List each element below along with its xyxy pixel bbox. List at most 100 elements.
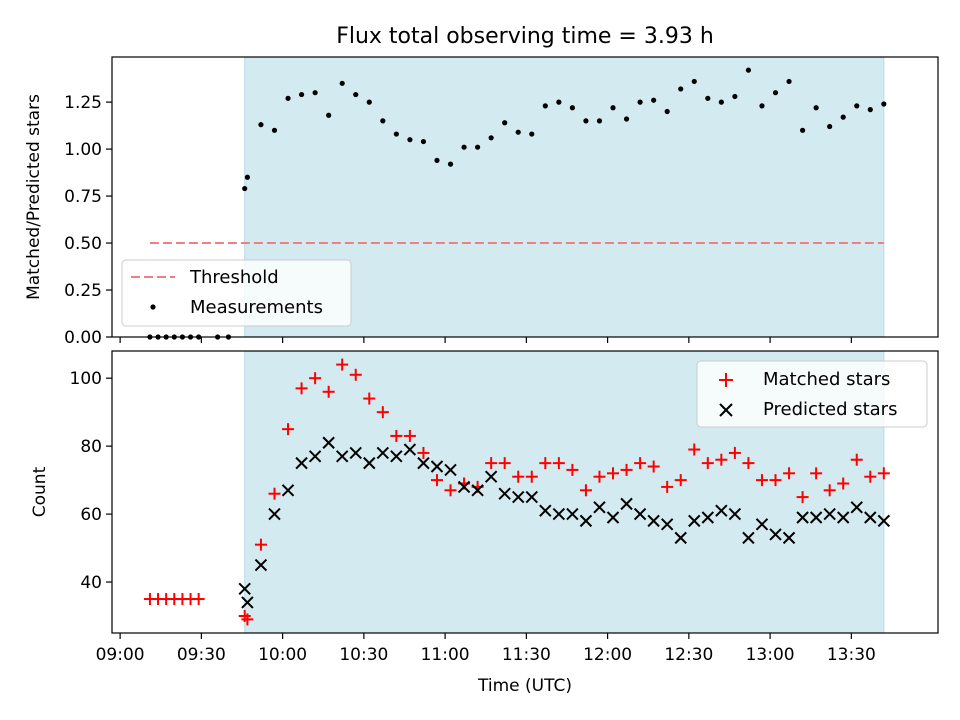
matched-star-point bbox=[241, 613, 254, 626]
matched-star-point bbox=[837, 477, 850, 490]
predicted-star-point bbox=[701, 511, 715, 524]
matched-star-point bbox=[390, 429, 403, 442]
measurement-point bbox=[461, 144, 467, 150]
matched-star-point bbox=[593, 470, 606, 483]
predicted-star-point bbox=[782, 531, 796, 545]
measurement-point bbox=[515, 129, 521, 135]
measurement-point bbox=[271, 127, 278, 133]
measurement-point bbox=[285, 95, 291, 101]
measurement-point bbox=[799, 127, 806, 133]
y-tick-label: 80 bbox=[80, 437, 102, 457]
measurement-point bbox=[407, 137, 413, 143]
measurement-point bbox=[447, 161, 454, 167]
matched-star-point bbox=[634, 457, 647, 470]
measurement-point bbox=[366, 99, 372, 105]
matched-star-point bbox=[769, 474, 782, 487]
y-tick-label: 100 bbox=[70, 369, 102, 389]
predicted-star-point bbox=[850, 501, 863, 514]
predicted-star-point bbox=[498, 487, 511, 500]
measurement-point bbox=[772, 90, 779, 96]
measurement-point bbox=[651, 97, 657, 103]
predicted-star-point bbox=[837, 511, 850, 524]
y-tick-label: 60 bbox=[80, 505, 102, 525]
measurement-point bbox=[434, 157, 440, 163]
bottom-x-axis-label: Time (UTC) bbox=[477, 676, 572, 696]
chart-title: Flux total observing time = 3.93 h bbox=[336, 24, 714, 49]
predicted-star-point bbox=[877, 514, 891, 528]
matched-star-point bbox=[566, 463, 579, 476]
matched-star-point bbox=[728, 446, 741, 459]
measurement-point bbox=[813, 105, 819, 111]
predicted-star-point bbox=[660, 518, 674, 531]
predicted-star-point bbox=[674, 531, 687, 545]
legend-matched-label: Matched stars bbox=[763, 369, 890, 390]
x-tick-label: 11:00 bbox=[421, 645, 470, 665]
bottom-plot-frame bbox=[111, 350, 939, 634]
predicted-star-point bbox=[390, 450, 403, 463]
predicted-star-point bbox=[864, 511, 877, 524]
legend-matched-swatch bbox=[719, 373, 733, 387]
matched-star-point bbox=[823, 484, 836, 497]
top-panel: Flux total observing time = 3.93 h Match… bbox=[24, 24, 939, 348]
measurement-point bbox=[705, 95, 711, 101]
x-tick-label: 11:30 bbox=[502, 645, 551, 665]
measurement-point bbox=[867, 107, 873, 113]
bottom-series bbox=[143, 358, 891, 626]
predicted-star-point bbox=[281, 484, 295, 497]
matched-star-point bbox=[376, 406, 389, 419]
predicted-star-point bbox=[363, 456, 376, 470]
predicted-star-point bbox=[539, 504, 552, 517]
matched-star-point bbox=[539, 457, 552, 470]
measurement-point bbox=[556, 99, 562, 105]
matched-star-point bbox=[268, 487, 281, 500]
measurement-point bbox=[718, 99, 724, 105]
measurement-point bbox=[244, 174, 251, 180]
predicted-star-point bbox=[403, 443, 417, 456]
matched-star-point bbox=[701, 457, 714, 470]
matched-star-point bbox=[674, 474, 687, 487]
y-tick-label: 0.75 bbox=[64, 187, 102, 207]
x-tick-label: 10:00 bbox=[258, 645, 307, 665]
top-y-ticks: 0.00 0.25 0.50 0.75 1.00 1.25 bbox=[64, 93, 112, 348]
predicted-star-point bbox=[823, 507, 836, 521]
matched-star-point bbox=[742, 457, 755, 470]
measurement-point bbox=[786, 78, 792, 85]
matched-star-point bbox=[336, 358, 349, 371]
predicted-star-point bbox=[295, 456, 308, 470]
predicted-star-point bbox=[688, 514, 701, 528]
predicted-star-point bbox=[308, 450, 322, 463]
top-series bbox=[147, 67, 887, 340]
measurement-point bbox=[664, 108, 670, 115]
measurement-point bbox=[881, 101, 887, 107]
measurement-point bbox=[353, 91, 359, 98]
predicted-star-point bbox=[796, 511, 809, 524]
predicted-star-point bbox=[376, 446, 390, 460]
matched-star-point bbox=[607, 467, 620, 480]
legend-predicted-swatch bbox=[719, 403, 733, 417]
bottom-legend: Matched stars Predicted stars bbox=[696, 360, 928, 428]
top-x-ticks bbox=[119, 337, 852, 343]
predicted-star-point bbox=[579, 514, 593, 528]
legend-measurements-label: Measurements bbox=[190, 297, 323, 318]
measurement-point bbox=[840, 114, 846, 120]
matched-star-point bbox=[755, 474, 768, 487]
y-tick-label: 0.50 bbox=[64, 234, 102, 254]
measurement-point bbox=[854, 103, 860, 109]
matched-star-point bbox=[864, 470, 877, 483]
x-tick-label: 09:00 bbox=[96, 645, 145, 665]
matched-star-point bbox=[552, 457, 565, 470]
measurement-point bbox=[691, 78, 697, 85]
bottom-x-ticks: 09:00 09:30 10:00 10:30 11:00 11:30 12:00 12:30… bbox=[96, 633, 876, 665]
predicted-star-point bbox=[484, 470, 498, 483]
measurement-point bbox=[242, 185, 248, 192]
measurement-point bbox=[732, 93, 738, 100]
legend-measurements-swatch bbox=[150, 304, 156, 310]
matched-star-point bbox=[254, 538, 267, 551]
matched-star-point bbox=[525, 470, 538, 483]
measurement-point bbox=[678, 86, 684, 92]
predicted-star-point bbox=[715, 504, 728, 517]
x-tick-label: 12:00 bbox=[583, 645, 632, 665]
y-tick-label: 0.00 bbox=[64, 328, 102, 348]
measurement-point bbox=[380, 118, 386, 124]
matched-star-point bbox=[850, 453, 863, 466]
